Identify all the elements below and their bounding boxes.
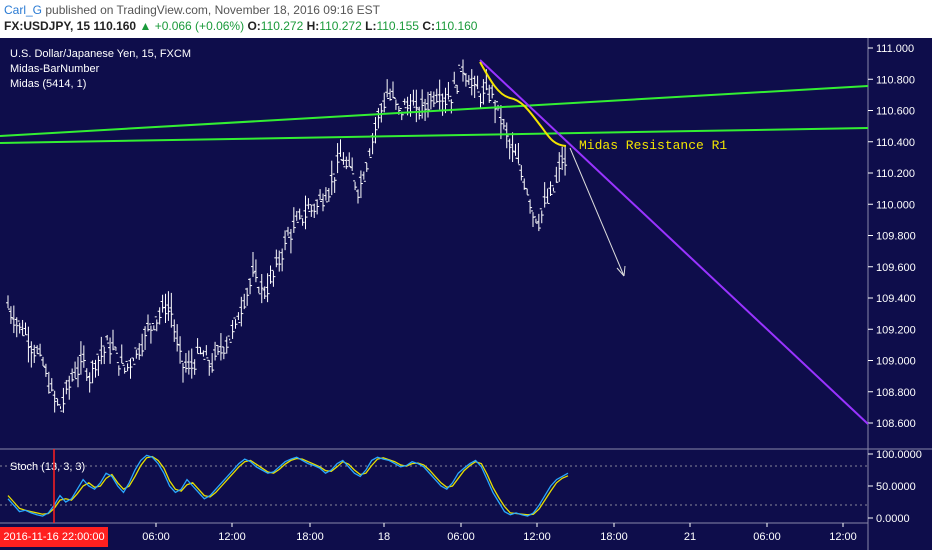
- chart-canvas[interactable]: 111.000 110.800 110.600 110.400 110.200 110.0…: [0, 38, 932, 550]
- close-value: 110.160: [434, 19, 478, 33]
- price-tick-label: 109.600: [876, 262, 916, 274]
- price-bars: [6, 59, 568, 413]
- open-value: 110.272: [260, 19, 304, 33]
- high-value: 110.272: [319, 19, 362, 33]
- price-axis[interactable]: 111.000 110.800 110.600 110.400 110.200 110.0…: [868, 43, 916, 430]
- purple-resistance-line[interactable]: [479, 59, 869, 425]
- time-tick-label: 21: [684, 531, 696, 543]
- publish-line: Carl_G published on TradingView.com, Nov…: [4, 3, 380, 17]
- open-label: O:: [247, 19, 261, 33]
- chart-background: [0, 38, 932, 550]
- time-tick-label: 18:00: [296, 531, 324, 543]
- ticker-line: FX:USDJPY, 15 110.160 ▲ +0.066 (+0.06%) …: [4, 19, 477, 33]
- upper-green-trendline[interactable]: [0, 85, 869, 137]
- price-tick-label: 109.800: [876, 231, 916, 243]
- indicator-midas-barnumber[interactable]: Midas-BarNumber: [10, 63, 100, 75]
- price-tick-label: 110.000: [876, 199, 915, 211]
- price-tick-label: 110.200: [876, 168, 915, 180]
- low-label: L:: [365, 19, 377, 33]
- author-link[interactable]: Carl_G: [4, 3, 43, 17]
- symbol-label: FX:USDJPY, 15: [4, 19, 91, 33]
- price-tick-label: 111.000: [876, 43, 914, 55]
- stoch-label[interactable]: Stoch (13, 3, 3): [10, 461, 85, 473]
- price-tick-label: 110.600: [876, 106, 915, 118]
- price-change: +0.066 (+0.06%): [154, 19, 245, 33]
- time-tick-label: 12:00: [523, 531, 551, 543]
- change-arrow-icon: ▲: [139, 19, 152, 33]
- price-tick-label: 110.400: [876, 137, 915, 149]
- time-tick-label: 18:00: [600, 531, 628, 543]
- forecast-arrowhead-icon: [616, 265, 626, 277]
- cursor-time-badge: [0, 527, 108, 547]
- time-tick-label: 12:00: [218, 531, 246, 543]
- close-label: C:: [422, 19, 435, 33]
- high-label: H:: [306, 19, 320, 33]
- time-tick-label: 06:00: [447, 531, 475, 543]
- price-tick-label: 108.800: [876, 387, 916, 399]
- publish-header: Carl_G published on TradingView.com, Nov…: [0, 0, 932, 38]
- midas-resistance-label: Midas Resistance R1: [579, 138, 727, 153]
- forecast-arrow[interactable]: [569, 147, 625, 277]
- stoch-tick-label: 50.0000: [876, 481, 916, 493]
- chart-title: U.S. Dollar/Japanese Yen, 15, FXCM: [10, 48, 191, 60]
- time-axis[interactable]: 2016-11-16 22:00:00 06:00 12:00 18:00 18 06:0…: [0, 523, 857, 547]
- low-value: 110.155: [376, 19, 419, 33]
- time-tick-label: 06:00: [753, 531, 781, 543]
- time-tick-label: 18: [378, 531, 390, 543]
- indicator-midas[interactable]: Midas (5414, 1): [10, 78, 86, 90]
- stoch-k-line: [7, 454, 569, 517]
- time-tick-label: 06:00: [142, 531, 170, 543]
- midas-resistance-curve[interactable]: [479, 61, 567, 147]
- stoch-tick-label: 100.0000: [876, 449, 922, 461]
- price-tick-label: 109.200: [876, 324, 916, 336]
- time-tick-label-cursor: 2016-11-16 22:00:00: [3, 531, 104, 543]
- published-text: published on TradingView.com, November 1…: [45, 3, 381, 17]
- stoch-d-line: [7, 455, 569, 516]
- price-tick-label: 110.800: [876, 74, 915, 86]
- price-tick-label: 108.600: [876, 418, 916, 430]
- price-tick-label: 109.400: [876, 293, 916, 305]
- last-price: 110.160: [93, 19, 137, 33]
- stoch-tick-label: 0.0000: [876, 513, 910, 525]
- price-tick-label: 109.000: [876, 356, 916, 368]
- lower-green-trendline[interactable]: [0, 127, 869, 144]
- time-tick-label: 12:00: [829, 531, 857, 543]
- stoch-axis: 100.0000 50.0000 0.0000: [868, 449, 922, 525]
